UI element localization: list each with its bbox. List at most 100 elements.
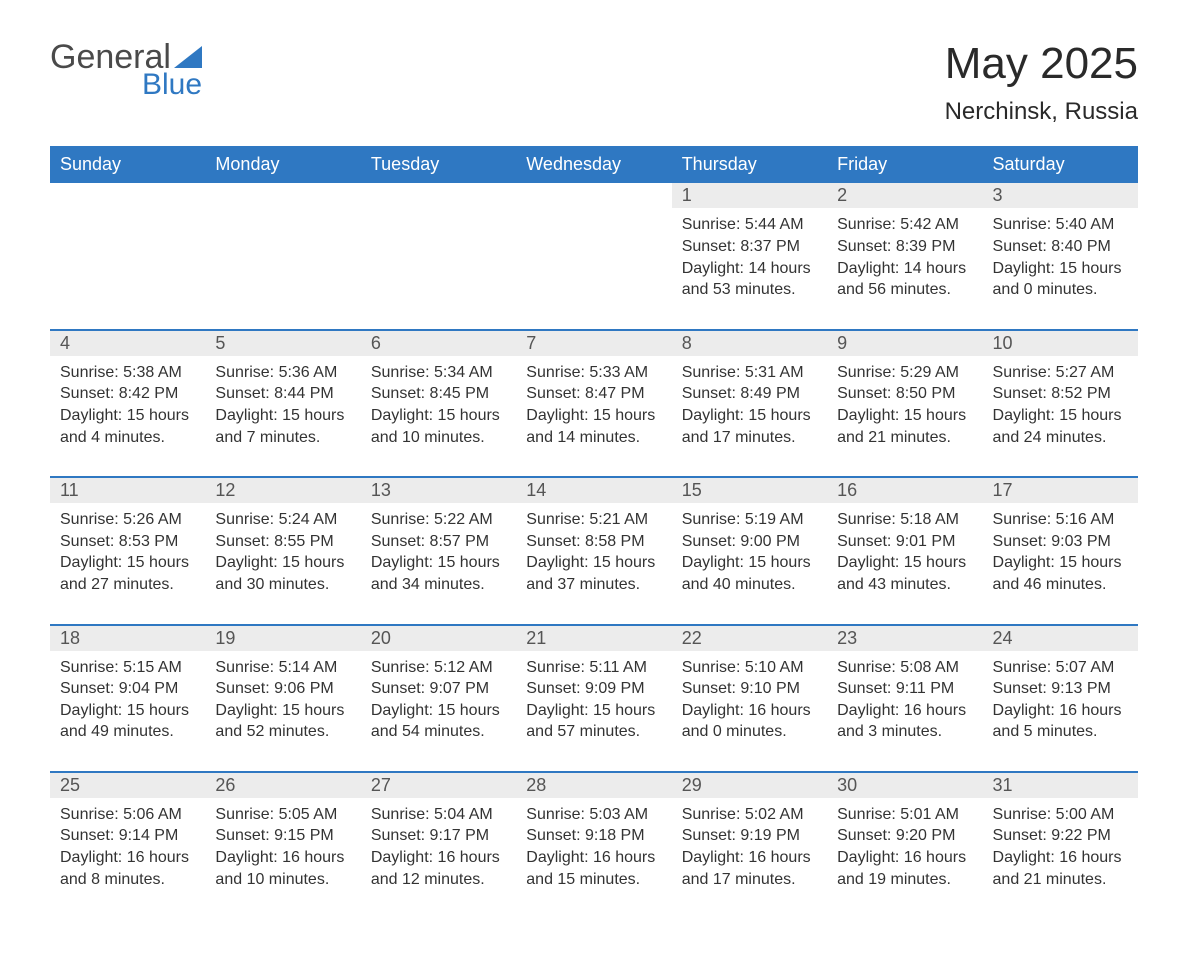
sunset-text: Sunset: 9:00 PM [682,531,817,553]
day-number: 31 [983,773,1138,798]
calendar-cell: 3Sunrise: 5:40 AMSunset: 8:40 PMDaylight… [983,182,1138,329]
daylight-text: Daylight: 15 hours and 37 minutes. [526,552,661,595]
sunset-text: Sunset: 8:42 PM [60,383,195,405]
sunset-text: Sunset: 9:18 PM [526,825,661,847]
weekday-header: Saturday [983,147,1138,182]
day-number: 29 [672,773,827,798]
day-number: 28 [516,773,671,798]
sunset-text: Sunset: 9:17 PM [371,825,506,847]
daylight-text: Daylight: 15 hours and 14 minutes. [526,405,661,448]
day-body: Sunrise: 5:27 AMSunset: 8:52 PMDaylight:… [983,356,1138,476]
day-number: 20 [361,626,516,651]
day-number: 17 [983,478,1138,503]
calendar-cell: 11Sunrise: 5:26 AMSunset: 8:53 PMDayligh… [50,477,205,624]
calendar-cell: 31Sunrise: 5:00 AMSunset: 9:22 PMDayligh… [983,772,1138,918]
sunset-text: Sunset: 9:15 PM [215,825,350,847]
day-body: Sunrise: 5:05 AMSunset: 9:15 PMDaylight:… [205,798,360,918]
sunrise-text: Sunrise: 5:02 AM [682,804,817,826]
daylight-text: Daylight: 15 hours and 43 minutes. [837,552,972,595]
day-body: Sunrise: 5:42 AMSunset: 8:39 PMDaylight:… [827,208,982,328]
sunset-text: Sunset: 9:06 PM [215,678,350,700]
day-number: 16 [827,478,982,503]
day-body: Sunrise: 5:44 AMSunset: 8:37 PMDaylight:… [672,208,827,328]
sunset-text: Sunset: 9:20 PM [837,825,972,847]
sunrise-text: Sunrise: 5:04 AM [371,804,506,826]
daylight-text: Daylight: 15 hours and 40 minutes. [682,552,817,595]
day-number: 1 [672,183,827,208]
calendar-cell: 9Sunrise: 5:29 AMSunset: 8:50 PMDaylight… [827,330,982,477]
sunrise-text: Sunrise: 5:19 AM [682,509,817,531]
day-number: 18 [50,626,205,651]
calendar-cell: 8Sunrise: 5:31 AMSunset: 8:49 PMDaylight… [672,330,827,477]
calendar-cell: 18Sunrise: 5:15 AMSunset: 9:04 PMDayligh… [50,625,205,772]
calendar-cell: 16Sunrise: 5:18 AMSunset: 9:01 PMDayligh… [827,477,982,624]
sunset-text: Sunset: 9:19 PM [682,825,817,847]
sunrise-text: Sunrise: 5:15 AM [60,657,195,679]
sunset-text: Sunset: 8:53 PM [60,531,195,553]
calendar-cell: 10Sunrise: 5:27 AMSunset: 8:52 PMDayligh… [983,330,1138,477]
calendar-cell: 28Sunrise: 5:03 AMSunset: 9:18 PMDayligh… [516,772,671,918]
daylight-text: Daylight: 14 hours and 56 minutes. [837,258,972,301]
day-body: Sunrise: 5:06 AMSunset: 9:14 PMDaylight:… [50,798,205,918]
daylight-text: Daylight: 15 hours and 10 minutes. [371,405,506,448]
weekday-header: Monday [205,147,360,182]
calendar-cell: 26Sunrise: 5:05 AMSunset: 9:15 PMDayligh… [205,772,360,918]
calendar-row: 18Sunrise: 5:15 AMSunset: 9:04 PMDayligh… [50,625,1138,772]
calendar-cell: 23Sunrise: 5:08 AMSunset: 9:11 PMDayligh… [827,625,982,772]
calendar-cell: 6Sunrise: 5:34 AMSunset: 8:45 PMDaylight… [361,330,516,477]
calendar-body: 1Sunrise: 5:44 AMSunset: 8:37 PMDaylight… [50,182,1138,918]
day-body: Sunrise: 5:08 AMSunset: 9:11 PMDaylight:… [827,651,982,771]
day-number: 2 [827,183,982,208]
sunset-text: Sunset: 8:50 PM [837,383,972,405]
sunset-text: Sunset: 9:09 PM [526,678,661,700]
sunrise-text: Sunrise: 5:26 AM [60,509,195,531]
sunrise-text: Sunrise: 5:44 AM [682,214,817,236]
daylight-text: Daylight: 15 hours and 7 minutes. [215,405,350,448]
weekday-header: Wednesday [516,147,671,182]
calendar-cell: 27Sunrise: 5:04 AMSunset: 9:17 PMDayligh… [361,772,516,918]
sunrise-text: Sunrise: 5:00 AM [993,804,1128,826]
day-body: Sunrise: 5:12 AMSunset: 9:07 PMDaylight:… [361,651,516,771]
day-body: Sunrise: 5:26 AMSunset: 8:53 PMDaylight:… [50,503,205,623]
calendar-cell: 19Sunrise: 5:14 AMSunset: 9:06 PMDayligh… [205,625,360,772]
day-body: Sunrise: 5:34 AMSunset: 8:45 PMDaylight:… [361,356,516,476]
day-number: 23 [827,626,982,651]
day-number: 25 [50,773,205,798]
day-body: Sunrise: 5:04 AMSunset: 9:17 PMDaylight:… [361,798,516,918]
sunset-text: Sunset: 9:14 PM [60,825,195,847]
daylight-text: Daylight: 15 hours and 30 minutes. [215,552,350,595]
day-body: Sunrise: 5:02 AMSunset: 9:19 PMDaylight:… [672,798,827,918]
day-body: Sunrise: 5:14 AMSunset: 9:06 PMDaylight:… [205,651,360,771]
daylight-text: Daylight: 15 hours and 46 minutes. [993,552,1128,595]
sunrise-text: Sunrise: 5:14 AM [215,657,350,679]
day-number: 19 [205,626,360,651]
day-number: 10 [983,331,1138,356]
calendar-cell [205,182,360,329]
sunrise-text: Sunrise: 5:38 AM [60,362,195,384]
sunrise-text: Sunrise: 5:34 AM [371,362,506,384]
location-label: Nerchinsk, Russia [945,98,1138,126]
sunset-text: Sunset: 9:03 PM [993,531,1128,553]
sunset-text: Sunset: 9:07 PM [371,678,506,700]
daylight-text: Daylight: 15 hours and 52 minutes. [215,700,350,743]
sunrise-text: Sunrise: 5:24 AM [215,509,350,531]
daylight-text: Daylight: 16 hours and 21 minutes. [993,847,1128,890]
calendar-cell: 2Sunrise: 5:42 AMSunset: 8:39 PMDaylight… [827,182,982,329]
sunrise-text: Sunrise: 5:08 AM [837,657,972,679]
day-number: 5 [205,331,360,356]
sunrise-text: Sunrise: 5:22 AM [371,509,506,531]
day-body: Sunrise: 5:11 AMSunset: 9:09 PMDaylight:… [516,651,671,771]
day-body: Sunrise: 5:40 AMSunset: 8:40 PMDaylight:… [983,208,1138,328]
day-body: Sunrise: 5:01 AMSunset: 9:20 PMDaylight:… [827,798,982,918]
calendar-cell: 14Sunrise: 5:21 AMSunset: 8:58 PMDayligh… [516,477,671,624]
sunrise-text: Sunrise: 5:01 AM [837,804,972,826]
daylight-text: Daylight: 16 hours and 5 minutes. [993,700,1128,743]
daylight-text: Daylight: 16 hours and 10 minutes. [215,847,350,890]
day-number: 15 [672,478,827,503]
daylight-text: Daylight: 16 hours and 17 minutes. [682,847,817,890]
sunset-text: Sunset: 8:39 PM [837,236,972,258]
sunrise-text: Sunrise: 5:06 AM [60,804,195,826]
day-number: 14 [516,478,671,503]
sunset-text: Sunset: 9:13 PM [993,678,1128,700]
weekday-header: Friday [827,147,982,182]
